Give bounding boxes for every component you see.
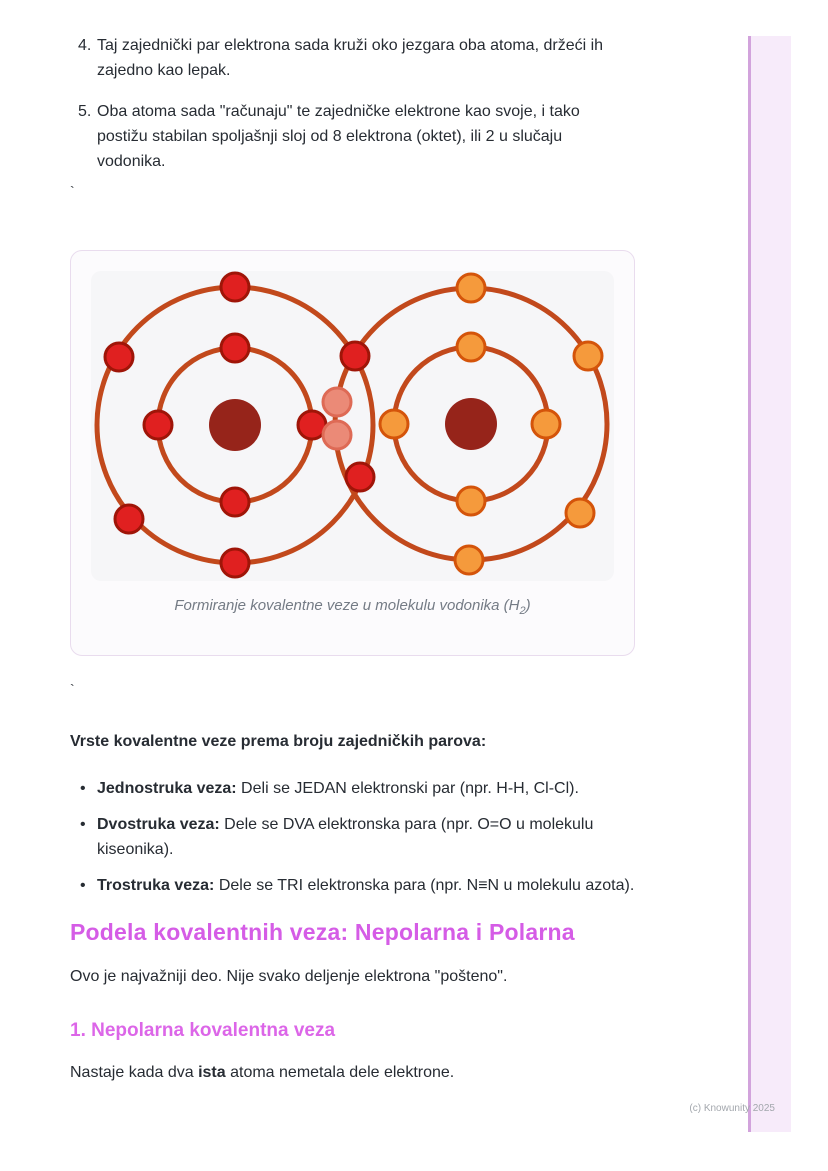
bullet-marker: • xyxy=(80,816,86,833)
caption-text: Formiranje kovalentne veze u molekulu vo… xyxy=(174,597,520,614)
bullet-description: Dele se DVA elektronska para (npr. O=O u… xyxy=(97,816,594,858)
bullet-list: • Jednostruka veza: Deli se JEDAN elektr… xyxy=(70,776,742,909)
stray-backtick: ` xyxy=(70,681,75,697)
nonpolar-heading: 1. Nepolarna kovalentna veza xyxy=(70,1020,336,1041)
caption-text: ) xyxy=(525,597,531,614)
paragraph-text: atoma nemetala dele elektrone. xyxy=(225,1064,455,1081)
list-item-text: Oba atoma sada "računaju" te zajedničke … xyxy=(97,103,580,170)
bullet-marker: • xyxy=(80,877,86,894)
stray-backtick: ` xyxy=(70,183,75,199)
list-item: • Dvostruka veza: Dele se DVA elektronsk… xyxy=(70,812,742,862)
list-item-number: 4. xyxy=(78,37,92,54)
list-item: • Trostruka veza: Dele se TRI elektronsk… xyxy=(70,873,742,898)
emphasized-word: ista xyxy=(198,1064,226,1081)
list-item-number: 5. xyxy=(78,103,92,120)
bullet-marker: • xyxy=(80,780,86,797)
paragraph: Ovo je najvažniji deo. Nije svako deljen… xyxy=(70,968,508,985)
bullet-description: Deli se JEDAN elektronski par (npr. H-H,… xyxy=(236,780,579,797)
bullet-term: Trostruka veza: xyxy=(97,877,215,894)
paragraph: Nastaje kada dva ista atoma nemetala del… xyxy=(70,1060,454,1085)
diagram-panel xyxy=(91,271,614,581)
bullet-term: Dvostruka veza: xyxy=(97,816,220,833)
list-item: • Jednostruka veza: Deli se JEDAN elektr… xyxy=(70,776,742,801)
list-item: 5. Oba atoma sada "računaju" te zajednič… xyxy=(70,99,710,174)
bond-types-heading: Vrste kovalentne veze prema broju zajedn… xyxy=(70,733,487,750)
page-scrollbar[interactable] xyxy=(748,36,791,1132)
paragraph-text: Nastaje kada dva xyxy=(70,1064,199,1081)
list-item-text: Trostruka veza: Dele se TRI elektronska … xyxy=(97,873,742,898)
list-item-text: Taj zajednički par elektrona sada kruži … xyxy=(97,37,604,79)
numbered-list: 4. Taj zajednički par elektrona sada kru… xyxy=(70,33,710,190)
figure-caption: Formiranje kovalentne veze u molekulu vo… xyxy=(71,597,634,617)
bullet-description: Dele se TRI elektronska para (npr. N≡N u… xyxy=(214,877,635,894)
atoms-diagram xyxy=(94,271,610,579)
list-item-text: Jednostruka veza: Deli se JEDAN elektron… xyxy=(97,776,742,801)
covalent-division-heading: Podela kovalentnih veza: Nepolarna i Pol… xyxy=(70,919,575,945)
bullet-term: Jednostruka veza: xyxy=(97,780,237,797)
list-item: 4. Taj zajednički par elektrona sada kru… xyxy=(70,33,710,83)
caption-subscript: 2 xyxy=(519,605,526,617)
list-item-text: Dvostruka veza: Dele se DVA elektronska … xyxy=(97,812,742,862)
copyright-notice: (c) Knowunity 2025 xyxy=(689,1103,775,1114)
figure-card: Formiranje kovalentne veze u molekulu vo… xyxy=(70,250,635,656)
